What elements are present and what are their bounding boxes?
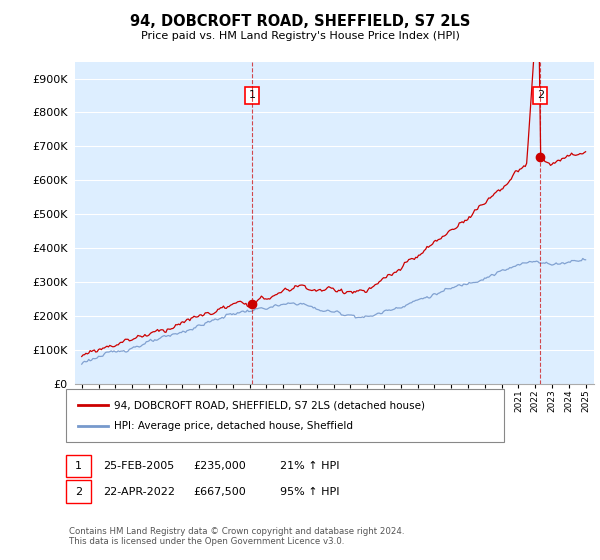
Text: 25-FEB-2005: 25-FEB-2005: [103, 461, 175, 471]
Text: 1: 1: [248, 90, 256, 100]
Text: 2: 2: [536, 90, 544, 100]
Text: 22-APR-2022: 22-APR-2022: [103, 487, 175, 497]
Text: Price paid vs. HM Land Registry's House Price Index (HPI): Price paid vs. HM Land Registry's House …: [140, 31, 460, 41]
Text: 21% ↑ HPI: 21% ↑ HPI: [280, 461, 340, 471]
Text: 94, DOBCROFT ROAD, SHEFFIELD, S7 2LS: 94, DOBCROFT ROAD, SHEFFIELD, S7 2LS: [130, 14, 470, 29]
Text: HPI: Average price, detached house, Sheffield: HPI: Average price, detached house, Shef…: [114, 421, 353, 431]
Text: Contains HM Land Registry data © Crown copyright and database right 2024.
This d: Contains HM Land Registry data © Crown c…: [69, 526, 404, 546]
Text: 94, DOBCROFT ROAD, SHEFFIELD, S7 2LS (detached house): 94, DOBCROFT ROAD, SHEFFIELD, S7 2LS (de…: [114, 400, 425, 410]
Text: 2: 2: [75, 487, 82, 497]
Text: 1: 1: [75, 461, 82, 471]
Text: £235,000: £235,000: [193, 461, 246, 471]
Text: 95% ↑ HPI: 95% ↑ HPI: [280, 487, 340, 497]
Text: £667,500: £667,500: [193, 487, 246, 497]
